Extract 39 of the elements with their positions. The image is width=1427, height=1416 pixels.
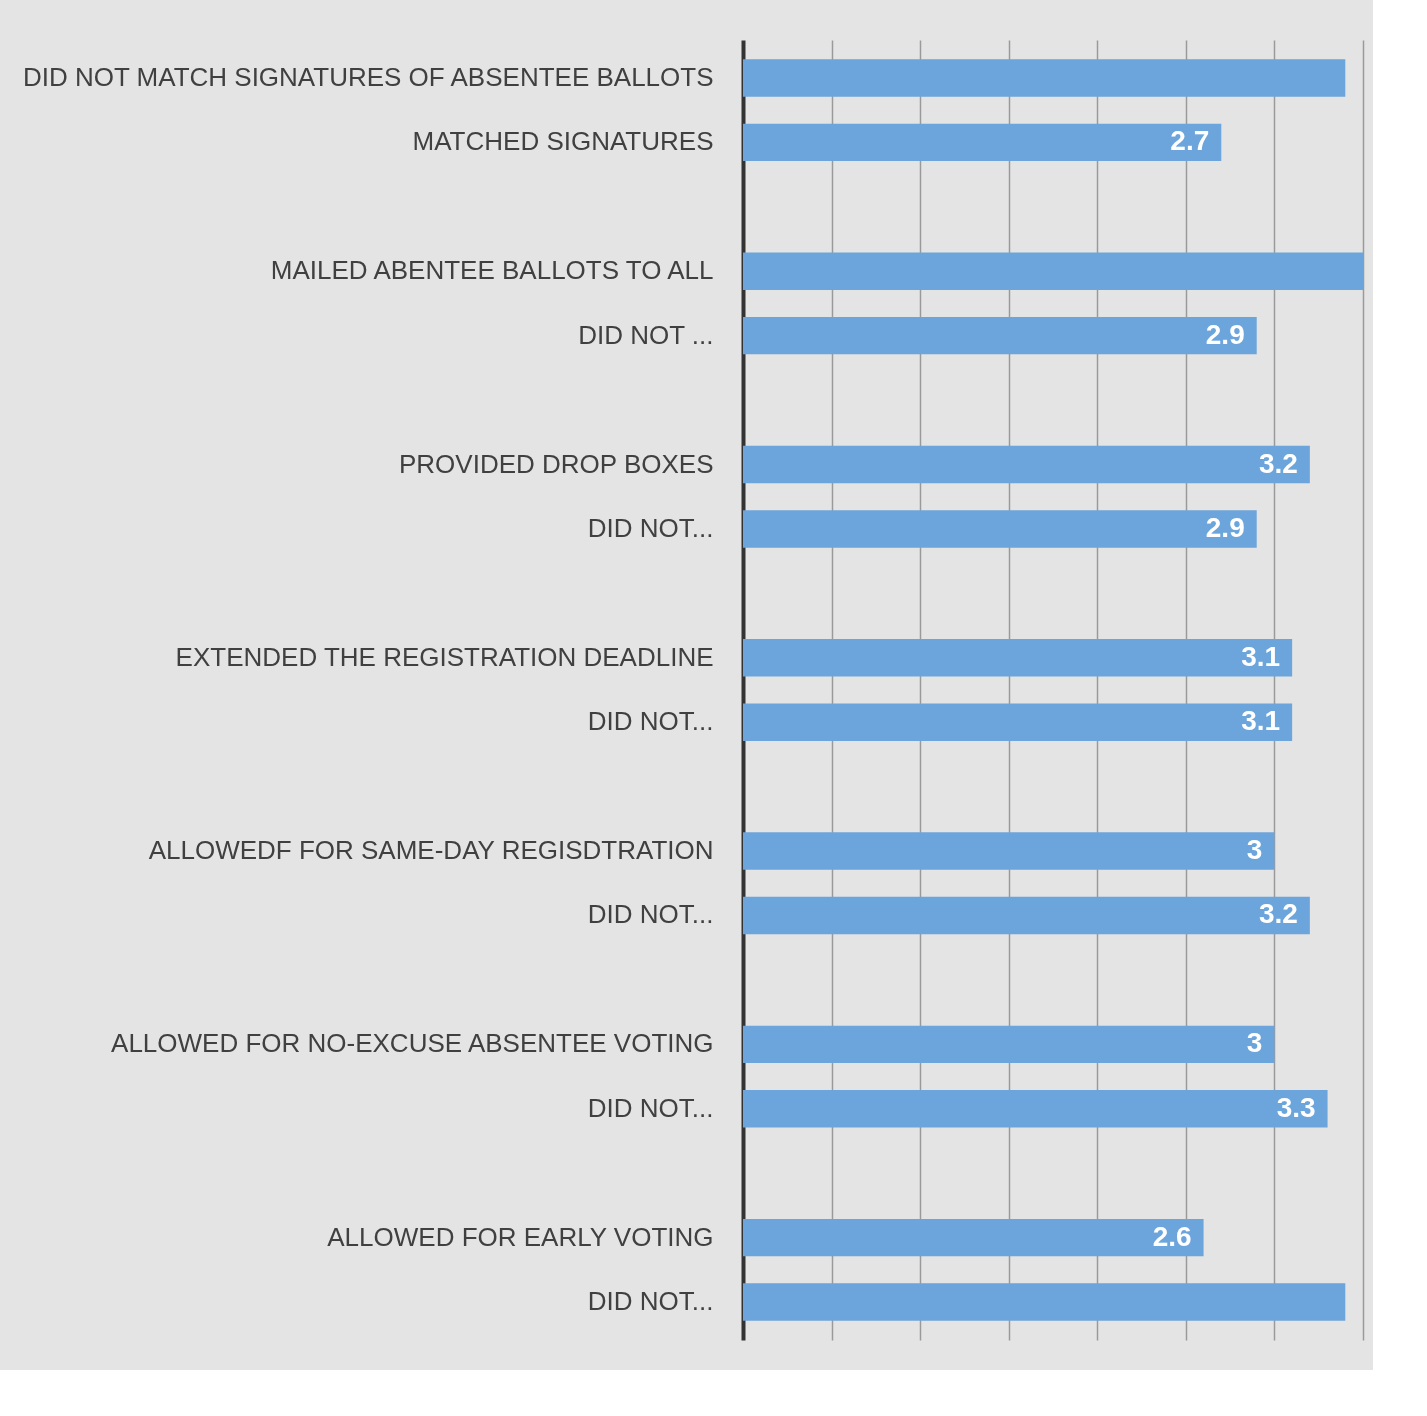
- y-tick-label: DID NOT...: [587, 706, 714, 737]
- y-tick-label: DID NOT...: [587, 1285, 714, 1316]
- data-label: 3.1: [1241, 640, 1281, 672]
- bar: [743, 703, 1293, 741]
- data-label: 2.9: [1205, 511, 1245, 543]
- y-tick-label: MAILED ABENTEE BALLOTS TO ALL: [270, 255, 714, 286]
- data-label: 3.1: [1241, 705, 1281, 737]
- data-label: 2.6: [1152, 1220, 1192, 1252]
- y-tick-label: DID NOT...: [587, 899, 714, 930]
- data-label: 2.9: [1205, 318, 1245, 350]
- data-label: 2.7: [1170, 125, 1210, 157]
- bar: [743, 1218, 1204, 1257]
- bar: [743, 1025, 1275, 1063]
- y-tick-label: ALLOWEDF FOR SAME-DAY REGISDTRATION: [148, 835, 714, 866]
- y-tick-label: ALLOWED FOR NO-EXCUSE ABSENTEE VOTING: [111, 1028, 714, 1059]
- data-label: 3.2: [1258, 447, 1298, 479]
- bar: [743, 317, 1257, 355]
- y-tick-label: EXTENDED THE REGISTRATION DEADLINE: [175, 641, 714, 672]
- y-tick-label: DID NOT MATCH SIGNATURES OF ABSENTEE BALLOTS: [22, 62, 714, 93]
- y-tick-label: PROVIDED DROP BOXES: [399, 448, 714, 479]
- bar: [743, 639, 1293, 677]
- bar: [743, 445, 1310, 484]
- y-tick-label: DID NOT ...: [578, 319, 714, 350]
- bar: [743, 252, 1363, 290]
- data-label: 3: [1246, 1027, 1263, 1059]
- bar: [743, 1283, 1346, 1321]
- y-tick-label: DID NOT...: [587, 512, 714, 543]
- bar: [743, 123, 1222, 162]
- bar: [743, 896, 1310, 935]
- data-label: 3.3: [1276, 1091, 1316, 1123]
- bar: [743, 832, 1275, 870]
- bar: [743, 1090, 1328, 1128]
- data-label: 3.2: [1258, 898, 1298, 930]
- y-tick-label: MATCHED SIGNATURES: [412, 126, 714, 157]
- bar: [743, 59, 1346, 97]
- data-label: 3: [1246, 834, 1263, 866]
- bar: [743, 510, 1257, 548]
- y-tick-label: ALLOWED FOR EARLY VOTING: [327, 1221, 714, 1252]
- y-tick-label: DID NOT...: [587, 1092, 714, 1123]
